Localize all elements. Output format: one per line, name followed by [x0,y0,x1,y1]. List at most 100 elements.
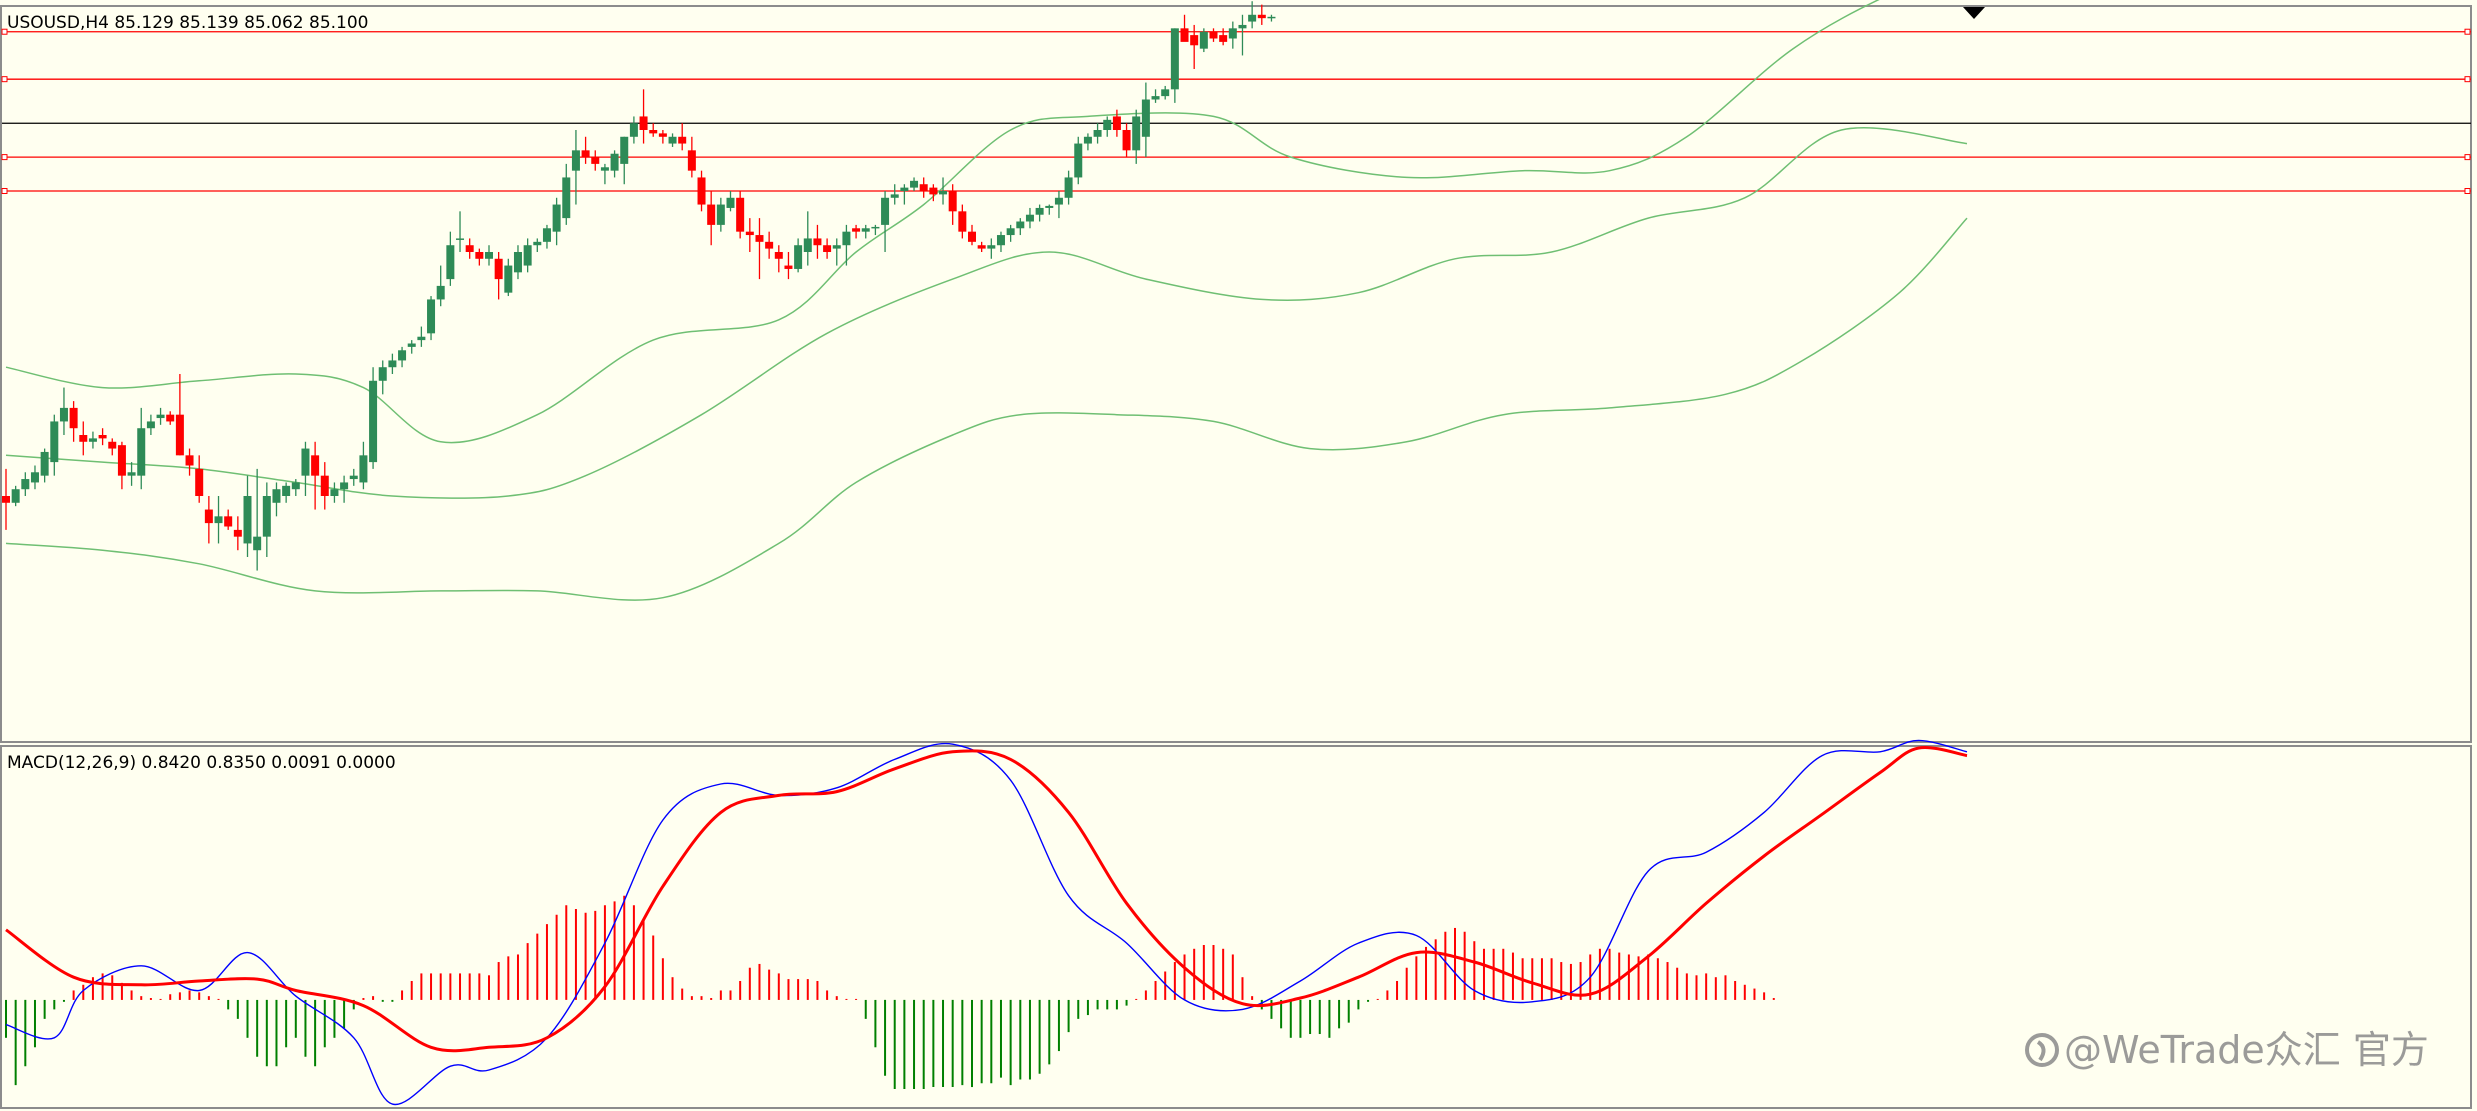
candle-body [1025,214,1034,222]
line-handle-left-5 [1,188,8,194]
candle-body [774,252,783,259]
candle-body [224,516,233,527]
macd-pane-label: MACD(12,26,9) 0.8420 0.8350 0.0091 0.000… [7,753,396,773]
price-pane-border [0,5,2472,743]
candle [832,238,841,266]
candle-body [311,455,320,476]
candle-body [852,228,861,232]
candle [716,197,725,232]
candle-body [765,241,774,249]
candle [610,150,619,178]
candle [137,407,146,490]
candle [745,218,754,252]
candle [707,191,716,246]
candle-body [1257,14,1266,19]
candle-body [330,489,339,496]
candle-body [987,245,996,249]
candle-body [494,258,503,280]
candle-body [639,116,648,130]
candle-body [1238,24,1247,29]
candle-body [1035,207,1044,215]
candle-body [465,245,474,252]
candle-body [456,238,465,240]
candle [765,231,774,259]
macd-histogram [5,895,1775,1089]
candle [69,401,78,442]
candle-body [108,441,117,449]
candle-body [813,238,822,246]
candle-body [214,516,223,524]
candle [253,468,262,571]
candle-body [571,150,580,171]
line-handle-right-1 [2464,28,2471,35]
candle-body [320,475,329,496]
signal-line [5,745,1968,1053]
candle [987,238,996,259]
shift-marker-triangle-icon[interactable] [1963,7,1985,19]
candle [890,184,899,205]
candle-body [59,407,68,422]
candle [88,431,97,449]
candle-body [591,157,600,164]
candle [823,238,832,259]
candle [929,184,938,202]
candle-body [784,265,793,269]
candle [1199,28,1208,53]
candle [1064,170,1073,205]
candle-body [417,336,426,341]
candle-body [726,197,735,208]
candle [1170,28,1179,103]
candle-body [282,485,291,496]
candle-body [629,123,638,137]
candle [649,123,658,137]
candle-body [562,177,571,219]
candle [349,468,358,486]
price-pane[interactable]: USOUSD,H4 85.129 85.139 85.062 85.100 [0,0,2472,743]
candle [1035,204,1044,222]
candle [301,441,310,496]
candle-body [1054,197,1063,205]
candle [552,197,561,246]
candle-body [127,472,136,476]
candle-body [542,228,551,242]
candle [755,218,764,280]
macd-pane[interactable]: MACD(12,26,9) 0.8420 0.8350 0.0091 0.000… [0,739,2472,1109]
candle [1132,109,1141,164]
candle [1103,116,1112,137]
candle [1112,109,1121,137]
candle [79,421,88,456]
candle [958,204,967,239]
candle-body [204,509,213,524]
candle [98,428,107,446]
candle [30,465,39,490]
candle-body [581,150,590,158]
candle [1016,218,1025,236]
candle [369,367,378,469]
candle-body [803,238,812,252]
candle-body [707,204,716,225]
candle [571,130,580,205]
wetrade-logo-icon [2025,1033,2059,1067]
bollinger-lower-band [5,217,1968,601]
candle [417,326,426,347]
candle-body [262,496,271,537]
price-pane-label: USOUSD,H4 85.129 85.139 85.062 85.100 [7,13,369,33]
candle-body [156,414,165,419]
candle [204,496,213,544]
candle [658,130,667,144]
candle-body [736,197,745,232]
candle [523,238,532,273]
watermark-text: @WeTrade众汇 官方 [2064,1028,2429,1072]
candle-body [1151,96,1160,100]
candle-body [369,380,378,463]
candle-body [1045,205,1054,208]
macd-pane-border [0,745,2472,1109]
candle-body [755,235,764,242]
macd-line [5,739,1968,1105]
candle-body [716,204,725,225]
candle-body [958,211,967,232]
horizontal-lines[interactable] [1,28,2471,194]
candle [195,455,204,503]
candle [398,346,407,368]
